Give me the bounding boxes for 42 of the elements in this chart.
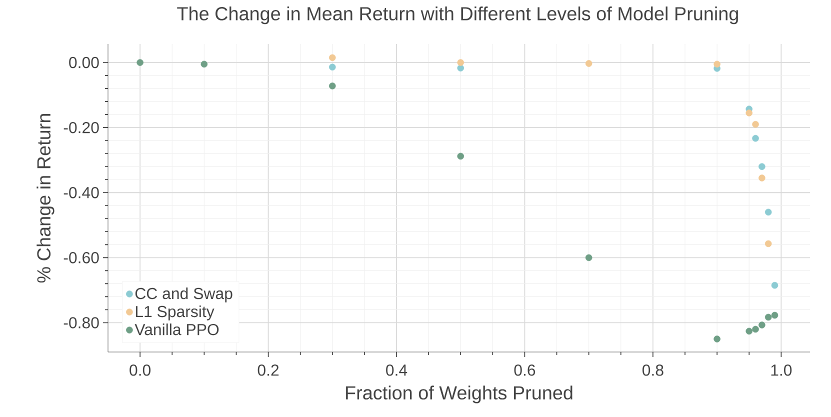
y-tick-label: 0.00 — [69, 56, 99, 68]
y-tick-label: -0.60 — [64, 252, 99, 264]
point — [200, 60, 208, 68]
point — [758, 163, 766, 170]
point — [758, 322, 766, 328]
point — [328, 82, 336, 90]
x-tick-label: 0.0 — [130, 364, 151, 376]
point — [585, 254, 592, 262]
x-tick-label: 0.2 — [258, 364, 279, 376]
point — [746, 328, 753, 335]
point — [752, 134, 759, 142]
point — [585, 60, 592, 67]
point — [328, 54, 336, 62]
point — [764, 314, 772, 321]
y-axis-title: % Change in Return — [36, 114, 54, 283]
point — [771, 312, 778, 319]
point — [771, 282, 778, 289]
point — [457, 59, 464, 66]
point — [714, 60, 720, 68]
point — [752, 326, 759, 333]
x-tick-label: 0.4 — [386, 364, 408, 376]
point — [752, 120, 759, 128]
x-axis-title: Fraction of Weights Pruned — [346, 386, 572, 404]
legend-label: Vanilla PPO — [134, 324, 219, 336]
point — [457, 152, 464, 160]
chart-title: The Change in Mean Return with Different Levels of Model Pruning — [177, 6, 738, 24]
legend-label: L1 Sparsity — [136, 305, 214, 320]
point — [457, 64, 464, 72]
legend-label: CC and Swap — [135, 287, 232, 302]
y-tick-label: -0.80 — [64, 317, 99, 328]
point — [758, 174, 766, 182]
point — [746, 110, 753, 116]
point — [136, 59, 144, 66]
y-tick-label: -0.40 — [64, 186, 99, 198]
x-tick-label: 0.6 — [514, 364, 536, 376]
point — [764, 208, 772, 216]
x-tick-label: 1.0 — [771, 364, 792, 376]
y-tick-label: -0.20 — [64, 122, 99, 134]
x-tick-label: 0.8 — [642, 364, 664, 376]
point — [328, 64, 336, 70]
point — [714, 336, 720, 342]
point — [764, 240, 772, 248]
